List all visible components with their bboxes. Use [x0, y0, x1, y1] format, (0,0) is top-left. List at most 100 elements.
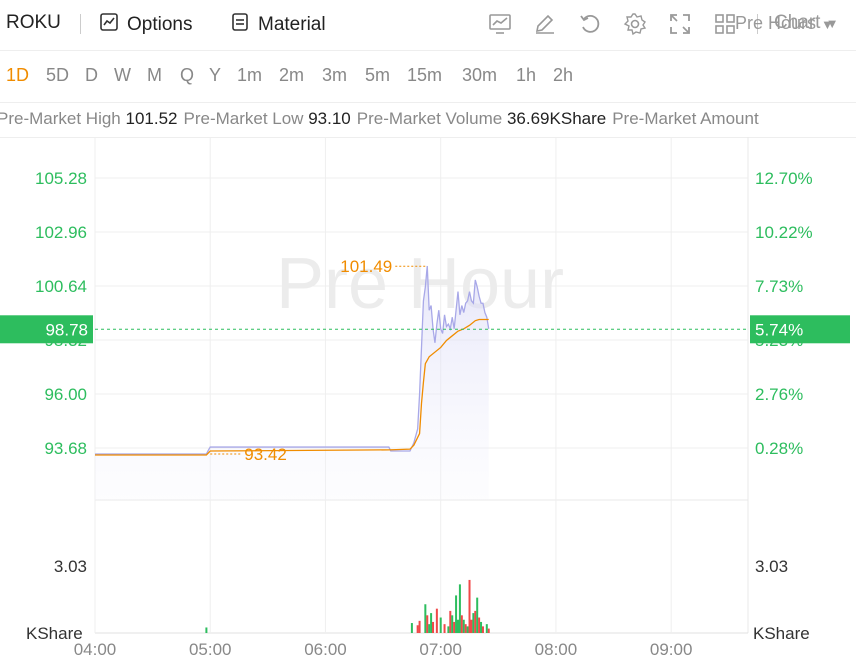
volume-bar	[464, 624, 467, 633]
volume-bar	[435, 608, 438, 633]
volume-bar	[466, 626, 469, 633]
volume-bar	[418, 620, 421, 633]
volume-bar	[449, 610, 452, 633]
volume-bar	[487, 628, 490, 633]
pre-market-stats: Pre-Market High 101.52 Pre-Market Low 93.…	[0, 102, 856, 138]
volume-bar	[468, 579, 471, 633]
options-label: Options	[127, 14, 193, 35]
price-chart[interactable]: 105.28102.96100.6498.3296.0093.6812.70%1…	[0, 137, 856, 663]
time-tick-label: 05:00	[189, 640, 232, 659]
draw-icon[interactable]	[532, 11, 558, 37]
volume-bar	[458, 584, 461, 633]
average-price-line	[95, 318, 489, 456]
volume-bar	[462, 619, 465, 633]
price-area	[95, 265, 489, 500]
volume-bar	[455, 595, 458, 633]
price-tick-label: 93.68	[44, 439, 87, 458]
volume-bar	[453, 621, 456, 633]
volume-bar	[476, 597, 479, 633]
percent-tick-label: 2.76%	[755, 385, 803, 404]
period-tab-3m[interactable]: 3m	[322, 65, 348, 85]
reset-icon[interactable]	[577, 11, 603, 37]
period-tab-15m[interactable]: 15m	[407, 65, 443, 85]
volume-unit-label: KShare	[26, 624, 83, 643]
current-price-badge	[0, 315, 93, 344]
volume-bar	[474, 610, 477, 633]
period-tab-1m[interactable]: 1m	[237, 65, 263, 85]
volume-bar	[205, 627, 208, 633]
percent-tick-label: 7.73%	[755, 277, 803, 296]
stat-label: Pre-Market High	[0, 109, 126, 128]
indicator-icon[interactable]	[487, 11, 513, 37]
percent-tick-label: 12.70%	[755, 169, 813, 188]
stat-label: Pre-Market Low	[183, 109, 309, 128]
chart-type-select[interactable]: Chart ▼	[774, 12, 839, 34]
material-label: Material	[258, 14, 326, 35]
session-select[interactable]: Pre Hours ▼	[735, 13, 834, 34]
period-tab-2m[interactable]: 2m	[279, 65, 305, 85]
options-icon	[99, 12, 119, 38]
time-tick-label: 08:00	[535, 640, 578, 659]
period-tab-d[interactable]: D	[85, 65, 98, 85]
settings-icon[interactable]	[622, 11, 648, 37]
caret-down-icon: ▼	[821, 17, 834, 32]
stat-value: 36.69KShare	[506, 109, 607, 128]
price-line	[95, 265, 490, 455]
period-tab-y[interactable]: Y	[209, 65, 222, 85]
volume-bar	[416, 625, 419, 633]
period-tab-5m[interactable]: 5m	[365, 65, 391, 85]
volume-bar	[430, 613, 433, 633]
volume-bar	[447, 626, 450, 633]
fullscreen-icon[interactable]	[667, 11, 693, 37]
stat-value: 93.10	[308, 109, 351, 128]
volume-bar	[410, 623, 413, 633]
period-tab-1d[interactable]: 1D	[6, 65, 30, 85]
time-tick-label: 07:00	[419, 640, 462, 659]
volume-bar	[478, 617, 481, 633]
volume-bar	[443, 624, 446, 633]
time-tick-label: 04:00	[74, 640, 117, 659]
watermark-text: Pre Hour	[276, 244, 564, 324]
symbol-label: ROKU	[6, 12, 61, 33]
volume-bar	[480, 621, 483, 633]
volume-bar	[470, 619, 473, 633]
percent-tick-label: 10.22%	[755, 223, 813, 242]
volume-tick-label-right: 3.03	[755, 557, 788, 576]
session-select-label: Pre Hours	[735, 13, 817, 33]
volume-bar	[472, 613, 475, 633]
period-tab-q[interactable]: Q	[180, 65, 195, 85]
chart-select-label: Chart	[774, 12, 821, 33]
price-tick-label: 100.64	[35, 277, 87, 296]
period-tab-1h[interactable]: 1h	[516, 65, 537, 85]
percent-tick-label: 0.28%	[755, 439, 803, 458]
current-price-label: 98.78	[45, 320, 88, 339]
symbol-title: ROKU	[6, 12, 61, 34]
period-tab-2h[interactable]: 2h	[553, 65, 574, 85]
document-icon	[230, 12, 250, 38]
top-toolbar: ROKU Options Material Chart ▼	[0, 0, 856, 51]
toolbar-divider	[757, 14, 758, 34]
period-tab-m[interactable]: M	[147, 65, 162, 85]
period-tab-30m[interactable]: 30m	[462, 65, 498, 85]
stat-label: Pre-Market Amount	[612, 109, 759, 128]
volume-bar	[424, 604, 427, 633]
price-tick-label: 96.00	[44, 385, 87, 404]
high-marker-label: 101.49	[340, 257, 392, 276]
volume-bar	[439, 617, 442, 633]
current-percent-label: 5.74%	[755, 320, 803, 339]
volume-bar	[481, 626, 484, 633]
toolbar-divider	[80, 14, 81, 34]
period-tab-5d[interactable]: 5D	[46, 65, 70, 85]
stat-label: Pre-Market Volume	[356, 109, 507, 128]
material-button[interactable]: Material	[230, 12, 326, 38]
layout-icon[interactable]	[712, 11, 738, 37]
caret-down-icon: ▼	[825, 16, 839, 31]
volume-bar	[428, 624, 431, 633]
time-tick-label: 06:00	[304, 640, 347, 659]
low-marker-label: 93.42	[244, 445, 287, 464]
options-button[interactable]: Options	[99, 12, 192, 38]
volume-bar	[460, 615, 463, 633]
price-tick-label: 105.28	[35, 169, 87, 188]
period-tab-w[interactable]: W	[114, 65, 131, 85]
volume-bar	[456, 619, 459, 633]
